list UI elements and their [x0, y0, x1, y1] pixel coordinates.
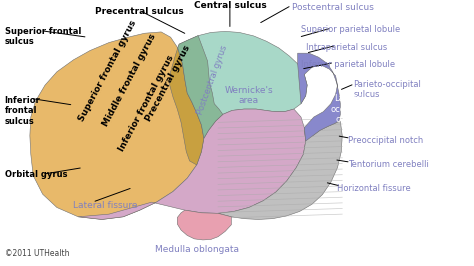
Polygon shape — [178, 36, 223, 138]
Text: Parieto-occipital
sulcus: Parieto-occipital sulcus — [353, 80, 421, 99]
Text: Superior frontal gyrus: Superior frontal gyrus — [77, 18, 139, 123]
Text: Precentral sulcus: Precentral sulcus — [95, 7, 184, 16]
Text: Lateral fissure: Lateral fissure — [73, 201, 138, 210]
Text: Preoccipital notch: Preoccipital notch — [348, 136, 424, 145]
Text: Superior parietal lobule: Superior parietal lobule — [301, 25, 400, 34]
Polygon shape — [178, 31, 307, 138]
Polygon shape — [298, 53, 340, 141]
Text: Orbital gyrus: Orbital gyrus — [5, 170, 67, 179]
Polygon shape — [218, 121, 342, 219]
Polygon shape — [30, 32, 204, 219]
Polygon shape — [170, 48, 204, 165]
Text: Intraparietal sulcus: Intraparietal sulcus — [306, 43, 387, 52]
Text: Central sulcus: Central sulcus — [193, 1, 266, 10]
Text: Inferior frontal gyrus: Inferior frontal gyrus — [117, 54, 175, 153]
Text: Postcentral gyrus: Postcentral gyrus — [196, 44, 229, 116]
Text: Superior frontal
sulcus: Superior frontal sulcus — [5, 27, 81, 46]
Text: Medulla oblongata: Medulla oblongata — [155, 245, 239, 254]
Text: Tentorium cerebelli: Tentorium cerebelli — [348, 160, 429, 169]
Text: ©2011 UTHealth: ©2011 UTHealth — [5, 249, 69, 258]
Text: Precentral gyrus: Precentral gyrus — [144, 44, 192, 123]
Text: Inferior
frontal
sulcus: Inferior frontal sulcus — [5, 96, 40, 126]
Text: Postcentral sulcus: Postcentral sulcus — [292, 3, 374, 12]
Text: Horizontal fissure: Horizontal fissure — [337, 184, 410, 193]
Text: Lateral
occipital
cortex: Lateral occipital cortex — [331, 94, 366, 124]
Text: Middle frontal gyrus: Middle frontal gyrus — [100, 32, 157, 128]
Polygon shape — [78, 109, 306, 219]
Text: Inferior parietal lobule: Inferior parietal lobule — [301, 60, 395, 69]
Polygon shape — [177, 210, 231, 240]
Text: Wernicke's
area: Wernicke's area — [225, 86, 273, 105]
